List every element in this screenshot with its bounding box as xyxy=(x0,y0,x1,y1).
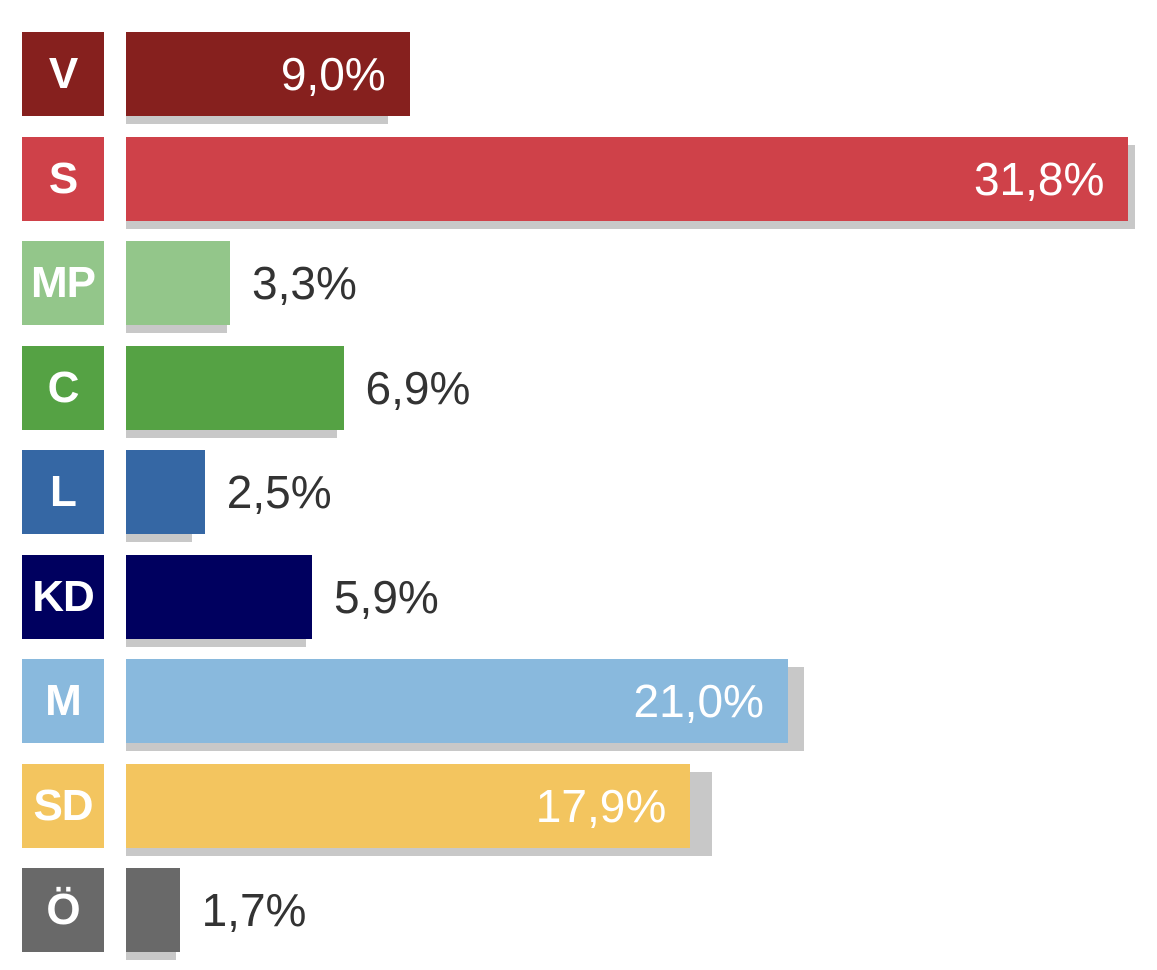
data-label: 21,0% xyxy=(633,675,764,727)
bar xyxy=(126,32,410,116)
party-label: SD xyxy=(22,763,104,848)
data-label: 6,9% xyxy=(365,361,471,414)
data-label: 1,7% xyxy=(201,884,307,936)
data-label: 9,0% xyxy=(280,48,386,100)
bar xyxy=(126,763,691,848)
party-label: C xyxy=(22,345,104,430)
bar xyxy=(126,450,205,534)
bar xyxy=(126,868,180,952)
data-label: 5,9% xyxy=(333,570,439,623)
party-label: V xyxy=(22,32,104,116)
party-label: KD xyxy=(22,554,104,639)
data-label: 31,8% xyxy=(973,152,1105,205)
bar-row: KD 5,9% xyxy=(0,554,1157,647)
bar-row: L 2,5% xyxy=(0,450,1157,542)
bar-row: MP 3,3% xyxy=(0,241,1157,333)
bar xyxy=(126,659,788,743)
bar-row: M 21,0% xyxy=(0,659,1157,751)
bar-row: C 6,9% xyxy=(0,345,1157,438)
data-label: 2,5% xyxy=(226,466,332,518)
data-label: 17,9% xyxy=(535,779,667,832)
bar xyxy=(126,241,231,325)
party-label: Ö xyxy=(22,868,104,952)
bar xyxy=(126,554,312,639)
bar xyxy=(126,136,1129,221)
bar-row: SD 17,9% xyxy=(0,763,1157,856)
party-label: MP xyxy=(22,241,104,325)
bar-row: Ö 1,7% xyxy=(0,868,1157,960)
bar-row: V 9,0% xyxy=(0,32,1157,124)
party-label: M xyxy=(22,659,104,743)
party-label: S xyxy=(22,136,104,221)
data-label: 3,3% xyxy=(252,257,357,309)
bar xyxy=(126,345,344,430)
party-label: L xyxy=(22,450,104,534)
bar-row: S 31,8% xyxy=(0,136,1157,229)
